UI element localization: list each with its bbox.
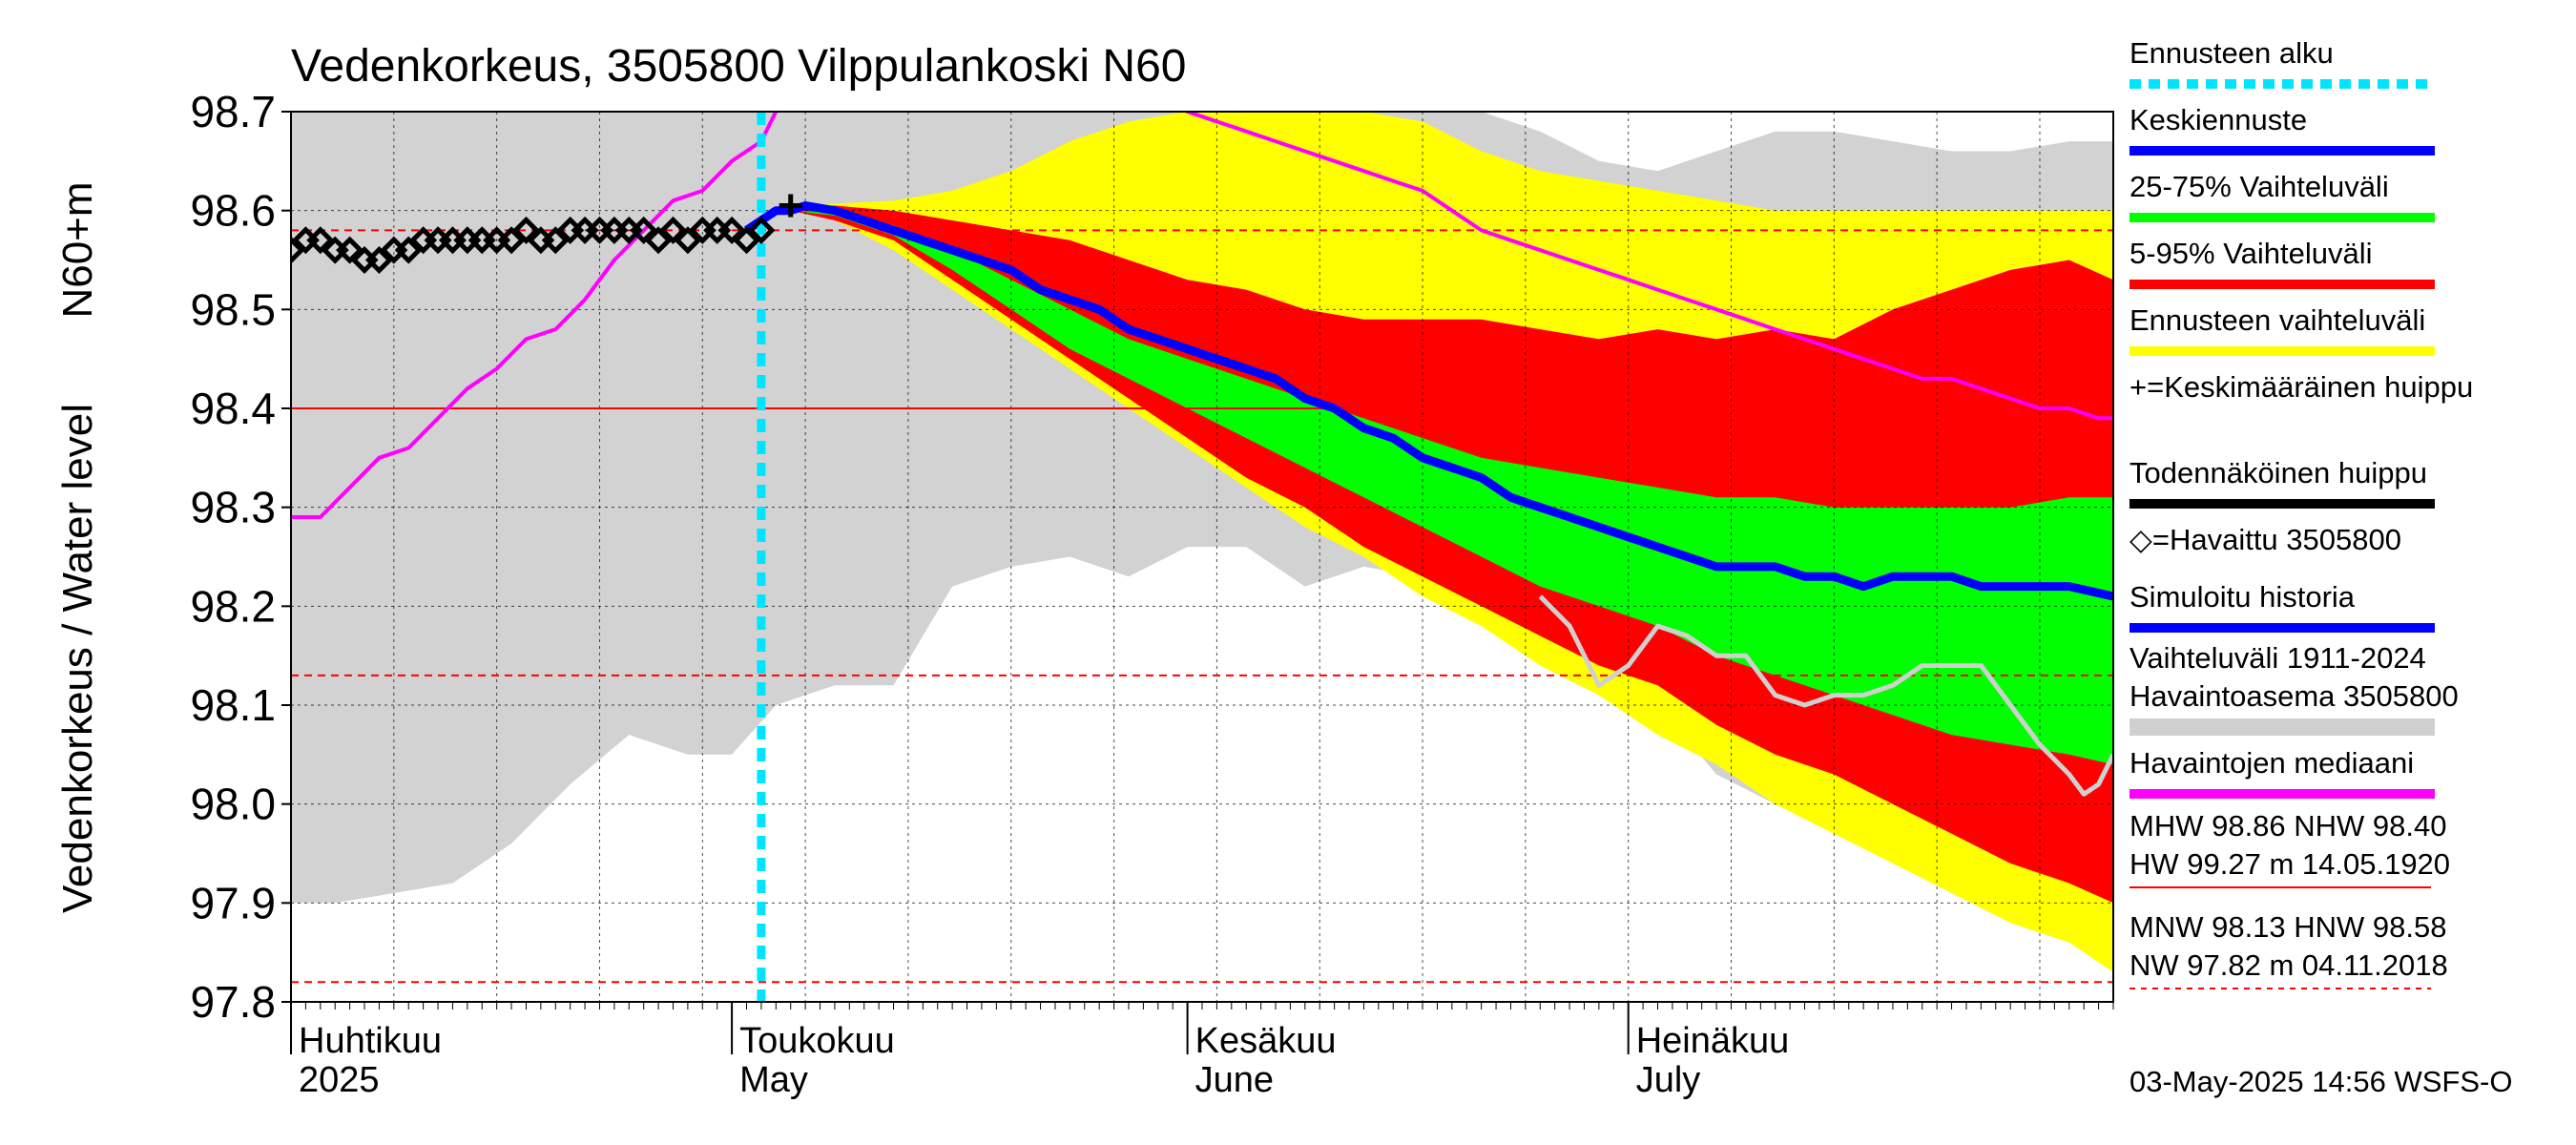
series-simulated — [743, 201, 2113, 601]
chart-title: Vedenkorkeus, 3505800 Vilppulankoski N60 — [291, 41, 1186, 92]
observed-point — [497, 226, 526, 255]
legend-label: Todennäköinen huippu — [2129, 456, 2427, 489]
plot-area — [291, 112, 2113, 1002]
axes: 98.7 98.6 98.5 98.4 98.3 98.2 98.1 98.0 97.9 97.8… — [190, 87, 2114, 1100]
y-tick-label: 97.8 — [190, 977, 276, 1027]
x-month-label-en: May — [739, 1060, 808, 1100]
x-month-label-fi: Kesäkuu — [1195, 1021, 1337, 1061]
x-month-label-fi: Toukokuu — [739, 1021, 895, 1061]
x-month-label-en: July — [1636, 1060, 1701, 1100]
legend-label: Ennusteen alku — [2129, 36, 2334, 70]
plot-clipped — [291, 112, 2113, 1002]
timestamp: 03-May-2025 14:56 WSFS-O — [2129, 1065, 2512, 1098]
stats-line-mnw: MNW 98.13 HNW 98.58 — [2129, 910, 2447, 944]
observed-point — [394, 236, 423, 264]
stats-line-mhw: MHW 98.86 NHW 98.40 — [2129, 809, 2447, 843]
observed-point — [541, 226, 570, 255]
forecast-25-75-green — [790, 210, 2113, 765]
x-month-label-fi: Heinäkuu — [1636, 1021, 1790, 1061]
legend-label: Havaintoasema 3505800 — [2129, 679, 2459, 713]
legend-label: Vaihteluväli 1911-2024 — [2129, 641, 2426, 675]
observed-point — [717, 216, 746, 244]
observed-point — [336, 236, 364, 264]
legend-label: Ennusteen vaihteluväli — [2129, 303, 2425, 337]
legend-label: Havaintojen mediaani — [2129, 746, 2414, 780]
observed-point — [630, 216, 658, 244]
y-tick-label: 98.1 — [190, 680, 276, 730]
legend-label: ◇=Havaittu 3505800 — [2129, 523, 2401, 556]
observed-point — [364, 245, 393, 275]
y-tick-label: 98.5 — [190, 284, 276, 334]
x-month-label-en: June — [1195, 1060, 1274, 1100]
legend-label: +=Keskimääräinen huippu — [2129, 370, 2473, 404]
legend-label: Keskiennuste — [2129, 103, 2307, 136]
y-tick-label: 98.4 — [190, 384, 276, 433]
observed-point — [644, 226, 673, 255]
observed-point — [306, 226, 335, 255]
y-tick-label: 97.9 — [190, 878, 276, 927]
y-tick-label: 98.7 — [190, 87, 276, 136]
legend-label: 5-95% Vaihteluväli — [2129, 237, 2372, 270]
observed-point — [747, 216, 776, 244]
legend-label: 25-75% Vaihteluväli — [2129, 170, 2389, 203]
observed-point — [511, 216, 540, 244]
stats-line-nw: NW 97.82 m 04.11.2018 — [2129, 948, 2448, 982]
observed-point — [674, 226, 702, 255]
series-havaintoasema — [1538, 594, 2113, 797]
mean-peak-marker — [779, 194, 802, 218]
y-tick-label: 98.2 — [190, 581, 276, 631]
legend: Ennusteen alku Keskiennuste 25-75% Vaihtel… — [2129, 36, 2473, 799]
y-axis-label-outer: Vedenkorkeus / Water level — [54, 404, 101, 913]
stats-line-hw: HW 99.27 m 14.05.1920 — [2129, 847, 2450, 881]
observed-point — [732, 226, 761, 255]
legend-label: Simuloitu historia — [2129, 580, 2356, 614]
series-median — [291, 112, 2113, 519]
y-tick-label: 98.3 — [190, 483, 276, 532]
observed-point — [291, 236, 305, 264]
y-axis-label-inner: N60+m — [54, 181, 101, 318]
x-month-label-en: 2025 — [299, 1060, 380, 1100]
statistics-block: MHW 98.86 NHW 98.40 HW 99.27 m 14.05.192… — [2129, 809, 2450, 989]
y-tick-label: 98.0 — [190, 780, 276, 829]
y-tick-label: 98.6 — [190, 186, 276, 236]
x-month-label-fi: Huhtikuu — [299, 1021, 442, 1061]
forecast-5-95-red — [790, 205, 2113, 904]
observed-point — [658, 216, 688, 244]
